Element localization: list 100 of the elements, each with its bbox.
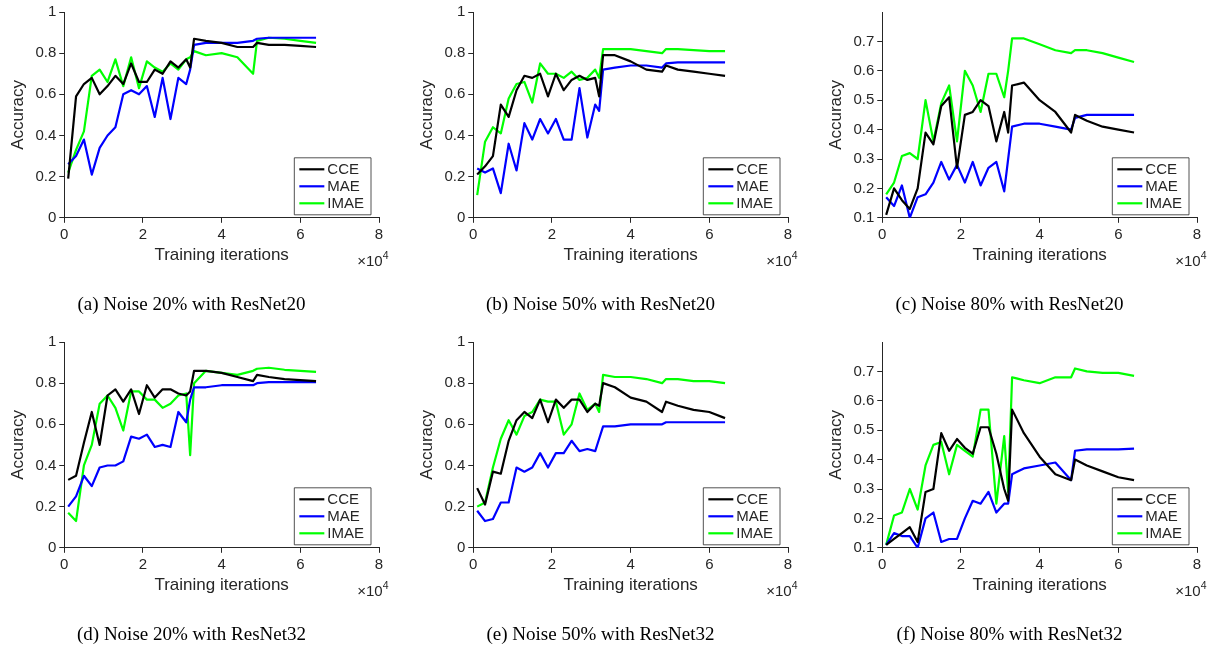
x-tick-label: 0	[469, 554, 478, 572]
y-axis-title: Accuracy	[7, 79, 27, 150]
y-tick-label: 0.2	[35, 496, 57, 514]
x-tick-label: 6	[705, 224, 714, 242]
y-tick-label: 0.8	[444, 373, 466, 391]
y-tick-label: 0.8	[444, 43, 466, 61]
y-axis-title: Accuracy	[825, 79, 845, 150]
y-tick-label: 0	[47, 537, 57, 555]
y-tick-label: 0.2	[444, 166, 466, 184]
y-tick-label: 0.6	[853, 60, 875, 78]
y-axis-title: Accuracy	[825, 409, 845, 480]
x-tick-label: 2	[138, 554, 148, 572]
y-tick-label: 0.2	[853, 508, 875, 526]
y-tick-label: 0.4	[853, 449, 875, 467]
x-tick-label: 6	[1114, 224, 1123, 242]
y-axis-title: Accuracy	[416, 79, 436, 150]
legend-label: MAE	[1145, 177, 1178, 195]
y-tick-label: 0	[47, 207, 57, 225]
x-tick-label: 6	[296, 554, 305, 572]
legend-label: CCE	[1145, 490, 1177, 508]
y-tick-label: 0.5	[853, 420, 875, 438]
legend-label: CCE	[736, 490, 768, 508]
y-tick-label: 0.8	[35, 43, 57, 61]
x-tick-label: 4	[1035, 224, 1044, 242]
y-tick-label: 1	[456, 332, 466, 350]
y-tick-label: 0	[456, 537, 466, 555]
x-tick-label: 0	[878, 224, 887, 242]
y-tick-label: 0.6	[444, 414, 466, 432]
y-tick-label: 0.3	[853, 479, 875, 497]
y-tick-label: 0.4	[853, 119, 875, 137]
y-tick-label: 0.1	[853, 207, 875, 225]
legend-label: IMAE	[1145, 524, 1183, 542]
x-tick-label: 4	[626, 224, 635, 242]
x-tick-label: 6	[705, 554, 714, 572]
y-tick-label: 0.6	[853, 390, 875, 408]
y-tick-label: 0.2	[444, 496, 466, 514]
x-tick-label: 6	[1114, 554, 1123, 572]
x-tick-label: 2	[547, 224, 557, 242]
x-tick-label: 2	[138, 224, 148, 242]
y-tick-label: 1	[47, 2, 57, 20]
y-tick-label: 0.4	[35, 125, 57, 143]
x-tick-label: 2	[956, 224, 966, 242]
x-tick-label: 0	[60, 554, 69, 572]
x-tick-label: 8	[374, 554, 384, 572]
x-tick-label: 4	[217, 224, 226, 242]
y-tick-label: 0.1	[853, 537, 875, 555]
legend-label: CCE	[327, 160, 359, 178]
legend-label: IMAE	[736, 524, 774, 542]
legend-label: MAE	[327, 507, 360, 525]
x-tick-label: 4	[626, 554, 635, 572]
y-tick-label: 0.4	[444, 125, 466, 143]
x-tick-label: 4	[217, 554, 226, 572]
x-tick-label: 8	[374, 224, 384, 242]
legend-label: CCE	[327, 490, 359, 508]
y-axis-title: Accuracy	[7, 409, 27, 480]
legend-label: MAE	[327, 177, 360, 195]
x-axis-title: Training iterations	[972, 574, 1107, 594]
x-tick-label: 0	[469, 224, 478, 242]
x-tick-label: 8	[783, 554, 793, 572]
x-tick-label: 4	[1035, 554, 1044, 572]
x-tick-label: 0	[60, 224, 69, 242]
text: (b) Noise 50% with ResNet20	[485, 292, 716, 315]
legend-label: CCE	[736, 160, 768, 178]
legend-label: MAE	[736, 177, 769, 195]
y-tick-label: 0	[456, 207, 466, 225]
legend-label: IMAE	[1145, 194, 1183, 212]
y-tick-label: 0.4	[35, 455, 57, 473]
x-axis-title: Training iterations	[154, 574, 289, 594]
x-tick-label: 8	[1192, 224, 1202, 242]
x-axis-title: Training iterations	[154, 244, 289, 264]
y-tick-label: 0.6	[35, 414, 57, 432]
x-axis-title: Training iterations	[563, 574, 698, 594]
y-tick-label: 0.2	[853, 178, 875, 196]
x-axis-title: Training iterations	[972, 244, 1107, 264]
y-axis-title: Accuracy	[416, 409, 436, 480]
y-tick-label: 0.2	[35, 166, 57, 184]
x-tick-label: 8	[1192, 554, 1202, 572]
text: (f) Noise 80% with ResNet32	[896, 622, 1123, 645]
legend-label: IMAE	[327, 524, 365, 542]
x-tick-label: 0	[878, 554, 887, 572]
text: (a) Noise 20% with ResNet20	[77, 292, 306, 315]
x-tick-label: 6	[296, 224, 305, 242]
legend-label: MAE	[1145, 507, 1178, 525]
y-tick-label: 0.8	[35, 373, 57, 391]
y-tick-label: 1	[47, 332, 57, 350]
y-tick-label: 0.5	[853, 90, 875, 108]
text: (e) Noise 50% with ResNet32	[486, 622, 715, 645]
y-tick-label: 0.6	[444, 84, 466, 102]
legend-label: CCE	[1145, 160, 1177, 178]
text: (c) Noise 80% with ResNet20	[895, 292, 1124, 315]
x-axis-title: Training iterations	[563, 244, 698, 264]
y-tick-label: 1	[456, 2, 466, 20]
x-tick-label: 2	[547, 554, 557, 572]
y-tick-label: 0.4	[444, 455, 466, 473]
y-tick-label: 0.3	[853, 149, 875, 167]
x-tick-label: 8	[783, 224, 793, 242]
y-tick-label: 0.6	[35, 84, 57, 102]
text: (d) Noise 20% with ResNet32	[76, 622, 307, 645]
y-tick-label: 0.7	[853, 361, 875, 379]
legend-label: MAE	[736, 507, 769, 525]
